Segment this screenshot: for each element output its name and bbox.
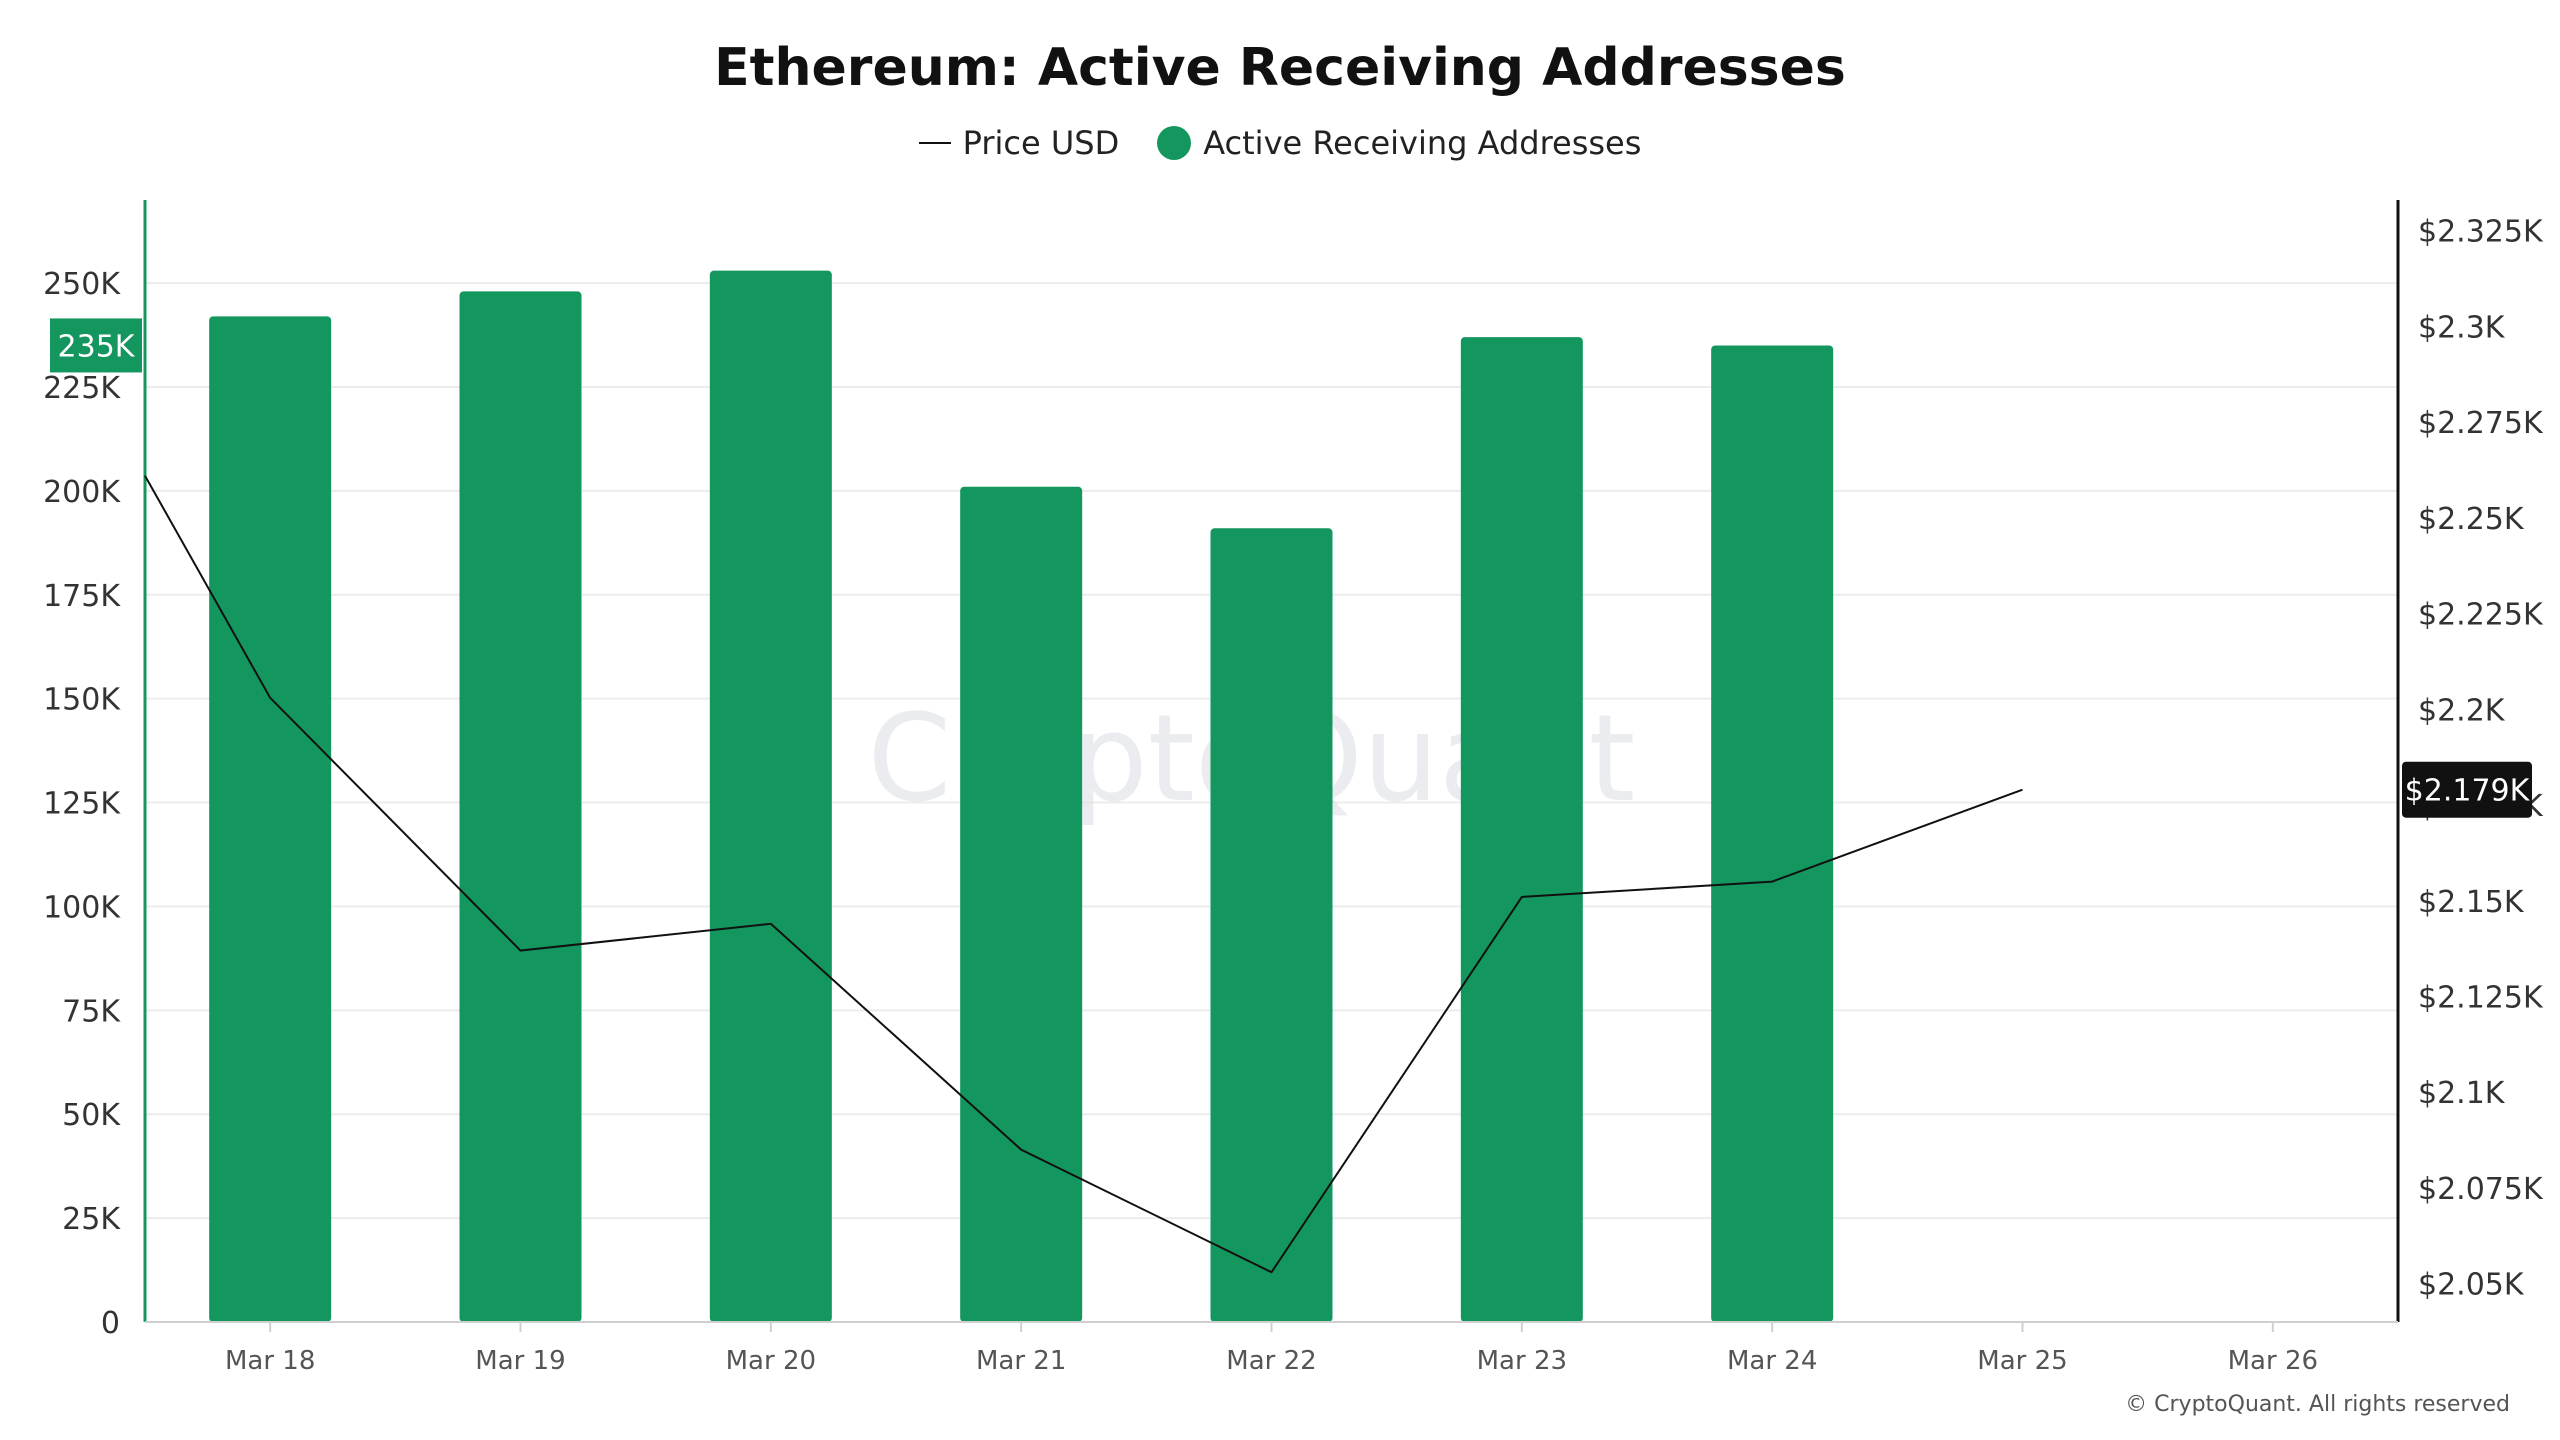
- right-tick-label: $2.15K: [2418, 885, 2525, 920]
- chart-legend: Price USD Active Receiving Addresses: [0, 124, 2560, 162]
- right-tick-label: $2.3K: [2418, 310, 2506, 345]
- right-tick-label: $2.125K: [2418, 981, 2544, 1016]
- bar: [1711, 345, 1834, 1322]
- bar: [459, 291, 582, 1322]
- x-tick-label: Mar 18: [225, 1346, 315, 1376]
- legend-label-addresses: Active Receiving Addresses: [1203, 124, 1642, 162]
- copyright-footer: © CryptoQuant. All rights reserved: [2125, 1392, 2510, 1417]
- bar: [1460, 337, 1583, 1323]
- left-tick-label: 25K: [62, 1202, 121, 1237]
- bar: [960, 486, 1083, 1322]
- left-tick-label: 50K: [62, 1098, 121, 1133]
- chart-title: Ethereum: Active Receiving Addresses: [714, 38, 1846, 98]
- legend-dot-icon: [1157, 126, 1192, 160]
- right-tick-label: $2.325K: [2418, 215, 2544, 250]
- right-tick-label: $2.05K: [2418, 1268, 2525, 1303]
- x-tick-label: Mar 20: [726, 1346, 816, 1376]
- price-line: [144, 475, 2023, 1274]
- left-current-value-tag: [50, 318, 142, 373]
- right-tick-label: $2.2K: [2418, 693, 2506, 728]
- x-tick-label: Mar 19: [475, 1346, 565, 1376]
- x-tick-label: Mar 25: [1977, 1346, 2067, 1376]
- bar: [709, 270, 832, 1323]
- x-tick-label: Mar 21: [976, 1346, 1066, 1376]
- right-tick-label: $2.275K: [2418, 406, 2544, 441]
- left-tick-label: 0: [101, 1306, 120, 1341]
- left-tick-label: 200K: [43, 475, 121, 510]
- left-tick-label: 125K: [43, 787, 121, 822]
- right-tick-label: $2.225K: [2418, 598, 2544, 633]
- x-tick-label: Mar 24: [1727, 1346, 1817, 1376]
- left-tick-label: 175K: [43, 579, 121, 614]
- legend-label-price: Price USD: [962, 124, 1120, 162]
- x-tick-label: Mar 26: [2228, 1346, 2318, 1376]
- x-tick-label: Mar 23: [1477, 1346, 1567, 1376]
- right-current-value-tag: [2402, 761, 2532, 818]
- legend-item-addresses[interactable]: Active Receiving Addresses: [1157, 124, 1641, 162]
- right-tick-label: $2.1K: [2418, 1076, 2506, 1111]
- left-current-value-label: 235K: [58, 329, 136, 364]
- left-tick-label: 250K: [43, 267, 121, 302]
- right-current-value-label: $2.179K: [2405, 774, 2531, 809]
- left-tick-label: 75K: [62, 994, 121, 1029]
- legend-line-icon: [918, 142, 951, 144]
- bar: [209, 316, 332, 1322]
- x-tick-label: Mar 22: [1226, 1346, 1316, 1376]
- legend-item-price[interactable]: Price USD: [918, 124, 1120, 162]
- left-tick-label: 150K: [43, 683, 121, 718]
- right-tick-label: $2.075K: [2418, 1172, 2544, 1207]
- left-tick-label: 225K: [43, 371, 121, 406]
- left-tick-label: 100K: [43, 890, 121, 925]
- right-tick-label: $2.25K: [2418, 502, 2525, 537]
- bar: [1210, 528, 1333, 1322]
